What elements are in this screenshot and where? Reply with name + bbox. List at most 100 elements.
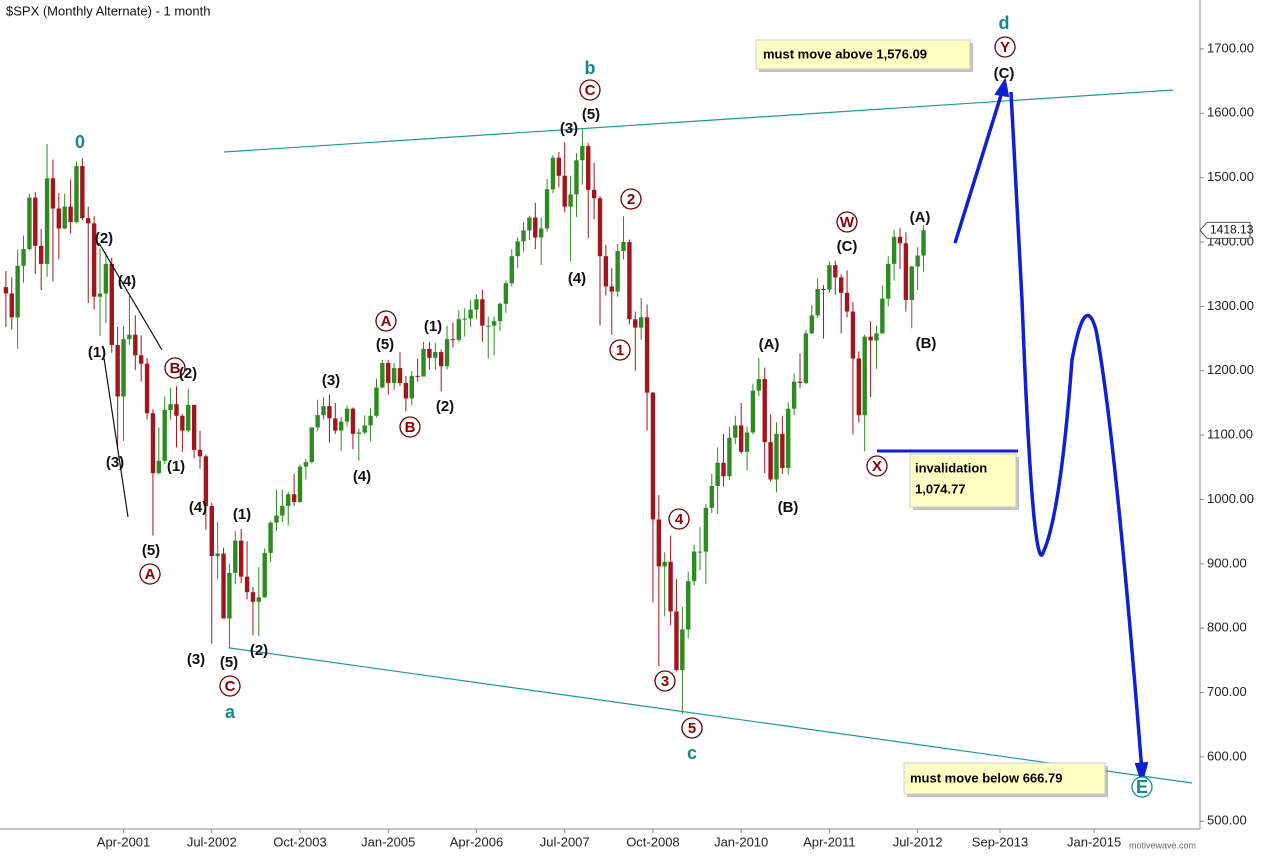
candle-body [380, 363, 385, 388]
candle-body [127, 334, 132, 340]
candle-body [427, 348, 432, 358]
candle-body [438, 352, 444, 367]
y-tick-label: 1600.00 [1207, 105, 1254, 120]
candle-body [874, 333, 879, 341]
wave-label: (2) [95, 230, 113, 247]
label-circle [579, 79, 601, 101]
wave-label: (5) [582, 106, 600, 123]
candle-body [897, 236, 903, 244]
candle-body [844, 292, 850, 312]
candle-body [768, 442, 773, 480]
candle-body [809, 315, 814, 334]
candle-body [321, 406, 326, 416]
candle-body [250, 592, 256, 602]
y-tick-label: 700.00 [1207, 684, 1247, 699]
candle-body [168, 404, 173, 410]
label-circle [1131, 776, 1153, 798]
wave-label: (1) [424, 318, 442, 335]
x-tick-label: Apr-2011 [803, 834, 856, 849]
candle-body [162, 409, 167, 461]
note-text: invalidation [915, 460, 987, 475]
candle-body [433, 352, 438, 358]
candle-body [662, 561, 667, 567]
note-box: must move below 666.79 [903, 762, 1108, 797]
label-circle [836, 211, 858, 233]
wave-line [98, 242, 163, 351]
wave-label: (4) [353, 468, 371, 485]
candle-body [91, 223, 97, 297]
x-tick-label: Jan-2015 [1067, 834, 1121, 849]
wave-label: A [381, 313, 392, 330]
candle-body [397, 368, 403, 383]
note-box: must move above 1,576.09 [755, 39, 973, 72]
candle-body [833, 265, 838, 278]
candle-body [791, 381, 797, 409]
candle-body [174, 404, 179, 416]
candle-body [744, 432, 750, 452]
label-circle [219, 675, 241, 697]
wave-label: (4) [568, 270, 586, 287]
candle-body [150, 413, 156, 474]
candle-body [780, 433, 785, 468]
wave-label: (4) [189, 499, 207, 516]
candle-body [633, 319, 638, 328]
candle-body [580, 146, 585, 161]
x-tick-label: Oct-2003 [273, 834, 326, 849]
candle-body [121, 339, 126, 397]
y-tick-label: 1200.00 [1207, 362, 1254, 377]
wave-label: (B) [916, 335, 937, 352]
candle-body [827, 265, 832, 290]
candle-body [721, 462, 726, 477]
candle-body [180, 415, 185, 431]
candle-body [333, 418, 338, 431]
candle-body [544, 189, 550, 229]
candle-body [650, 392, 656, 520]
candle-body [591, 189, 597, 199]
price-tag [1199, 221, 1251, 239]
candle-body [280, 505, 285, 516]
wave-line [103, 357, 129, 518]
lower-trend-line [229, 647, 1193, 784]
x-tick-label: Jan-2010 [714, 834, 768, 849]
candle-body [686, 581, 691, 630]
candle-body [21, 249, 26, 266]
candle-body [627, 242, 632, 320]
candle-body [356, 432, 362, 434]
candle-body [733, 425, 738, 438]
wave-label: (5) [142, 542, 160, 559]
candle-body [215, 553, 220, 557]
candle-body [868, 336, 873, 341]
candle-body [203, 456, 209, 506]
wave-label: (2) [179, 365, 197, 382]
x-tick-label: Jan-2005 [361, 834, 415, 849]
candle-body [856, 358, 862, 416]
candle-body [521, 230, 526, 242]
wave-label: (2) [250, 642, 268, 659]
candle-body [568, 194, 573, 207]
candle-body [891, 236, 897, 264]
y-tick-label: 800.00 [1207, 620, 1247, 635]
x-tick-label: Jul-2007 [540, 834, 590, 849]
candle-body [862, 336, 867, 416]
candle-body [38, 245, 44, 264]
candle-body [186, 404, 191, 431]
candle-body [74, 166, 79, 223]
label-circle [139, 563, 161, 585]
candle-body [403, 382, 409, 399]
wave-label: d [999, 13, 1010, 33]
candle-body [374, 387, 379, 416]
candle-body [103, 263, 109, 294]
wave-label: (C) [837, 238, 858, 255]
candle-body [62, 206, 67, 229]
candle-body [803, 333, 809, 383]
candle-body [586, 146, 591, 190]
candle-body [191, 404, 197, 450]
wave-label: 4 [675, 511, 684, 528]
wave-label: (5) [220, 654, 238, 671]
candle-body [315, 415, 320, 428]
x-tick-label: Jul-2002 [187, 834, 237, 849]
wave-label: 3 [661, 673, 669, 690]
